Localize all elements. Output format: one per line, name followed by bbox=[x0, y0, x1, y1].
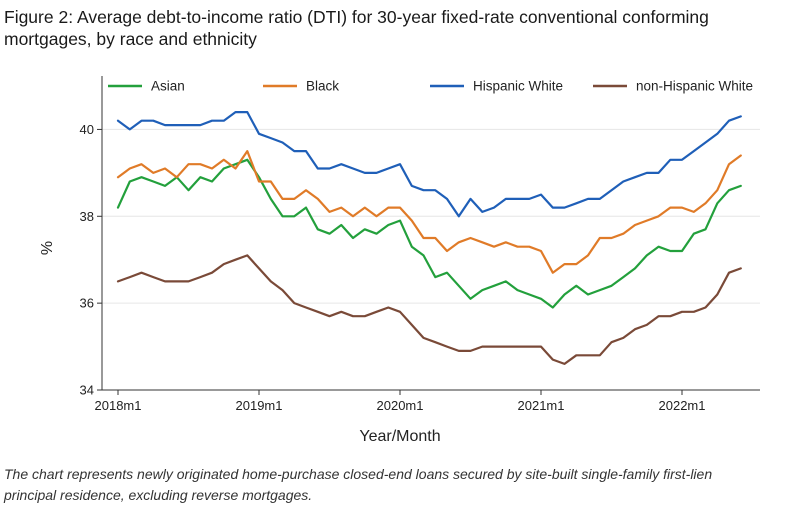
legend-label: Hispanic White bbox=[473, 79, 563, 94]
y-tick-label: 38 bbox=[80, 209, 94, 224]
x-tick-label: 2022m1 bbox=[659, 398, 706, 413]
legend-item-asian: Asian bbox=[108, 79, 185, 94]
legend: Asian Black Hispanic White non-Hispanic Whi… bbox=[108, 79, 753, 94]
legend-item-black: Black bbox=[263, 79, 339, 94]
x-tick-label: 2018m1 bbox=[95, 398, 142, 413]
y-tick-label: 36 bbox=[80, 296, 94, 311]
y-axis-label: % bbox=[39, 241, 56, 255]
series-line-black bbox=[116, 149, 742, 274]
line-chart: Asian Black Hispanic White non-Hispanic Whi… bbox=[39, 76, 760, 445]
axes: 34 36 38 40 2018m1 2019m1 2020m1 2021m1 2022m1 bbox=[80, 76, 760, 413]
legend-label: Asian bbox=[151, 79, 185, 94]
x-axis-label: Year/Month bbox=[359, 428, 440, 445]
y-tick-label: 40 bbox=[80, 122, 94, 137]
x-tick-label: 2021m1 bbox=[518, 398, 565, 413]
legend-item-hispanic-white: Hispanic White bbox=[430, 79, 563, 94]
series-line-non-hispanic-white bbox=[116, 254, 742, 365]
legend-label: non-Hispanic White bbox=[636, 79, 753, 94]
figure-title: Figure 2: Average debt-to-income ratio (… bbox=[4, 7, 709, 49]
x-tick-label: 2020m1 bbox=[377, 398, 424, 413]
y-tick-label: 34 bbox=[80, 383, 94, 398]
series-line-asian bbox=[116, 158, 742, 309]
figure-caption: The chart represents newly originated ho… bbox=[4, 466, 713, 503]
series-lines bbox=[116, 110, 742, 365]
legend-label: Black bbox=[306, 79, 339, 94]
x-tick-label: 2019m1 bbox=[236, 398, 283, 413]
series-line-hispanic-white bbox=[116, 110, 742, 218]
legend-item-non-hispanic-white: non-Hispanic White bbox=[593, 79, 753, 94]
